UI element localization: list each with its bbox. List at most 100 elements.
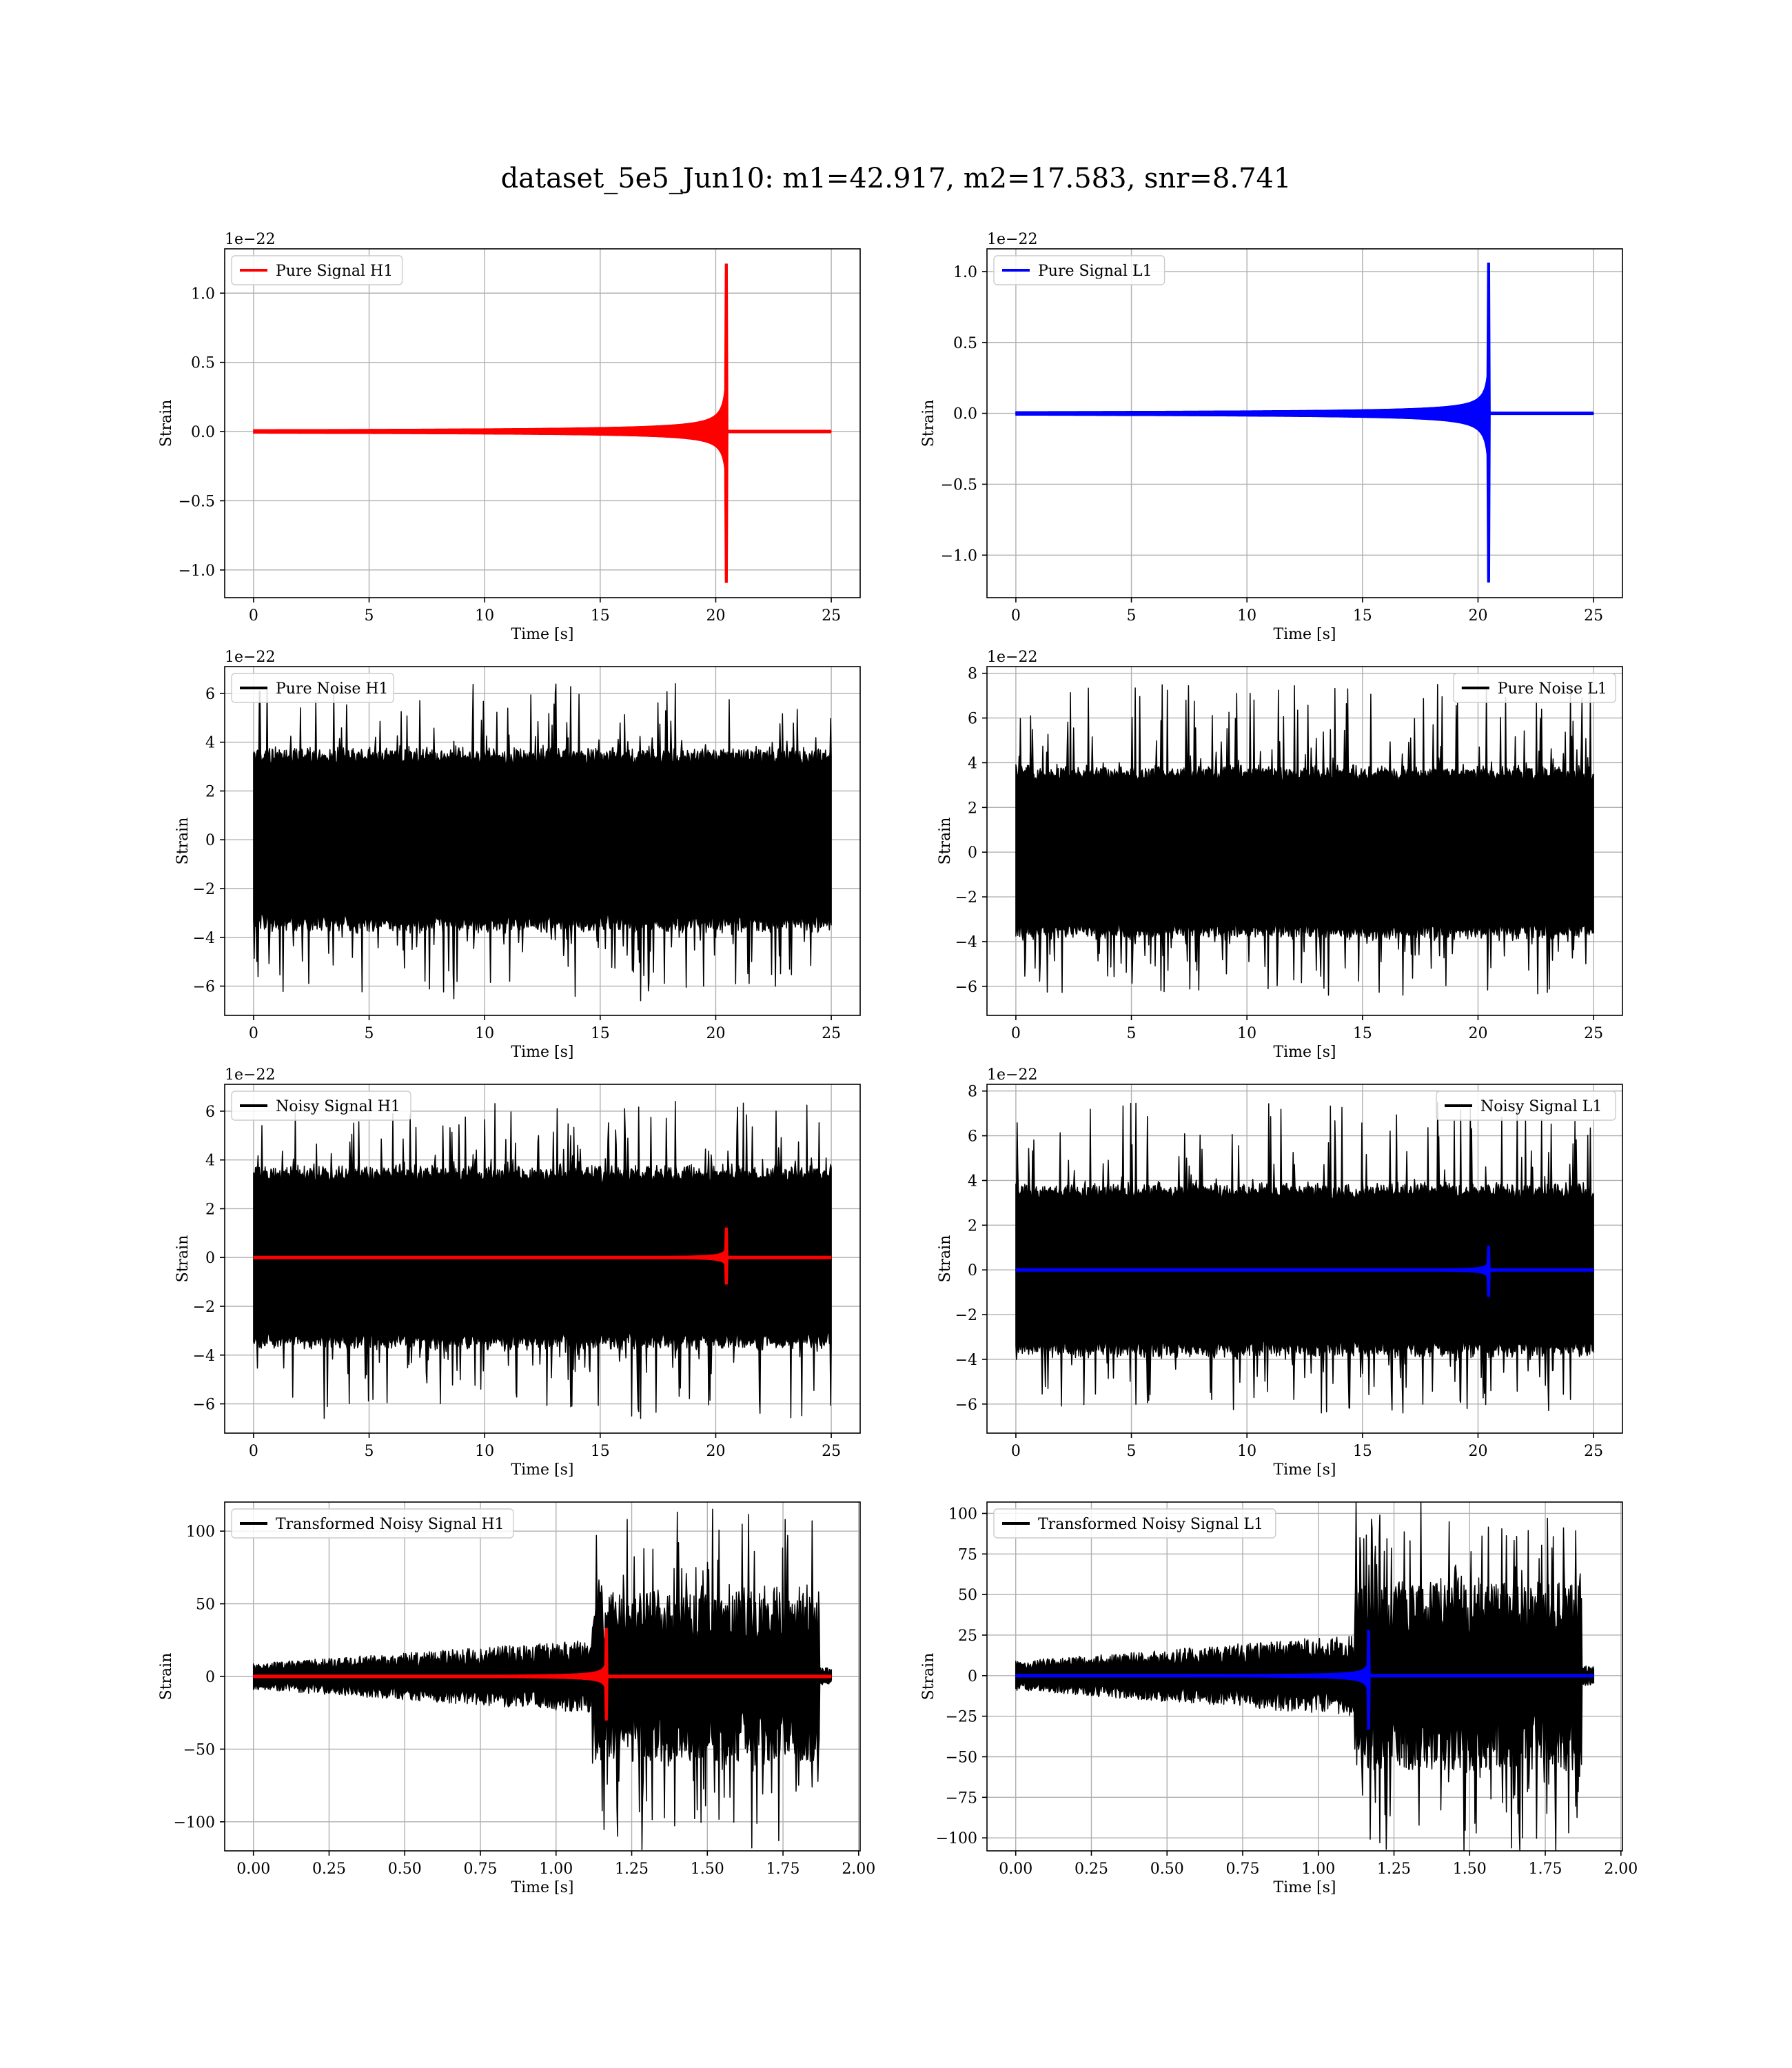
y-tick-label: 50	[196, 1596, 215, 1614]
y-tick-label: −1.0	[941, 547, 977, 565]
legend-box	[1453, 673, 1616, 703]
x-axis-label: Time [s]	[511, 1879, 573, 1896]
y-tick-label: −6	[193, 1397, 215, 1414]
plot-area	[253, 263, 832, 583]
x-tick-label: 10	[475, 607, 494, 625]
y-tick-label: −25	[946, 1709, 977, 1726]
y-tick-label: 1.0	[953, 264, 977, 281]
y-tick-label: −4	[193, 930, 215, 947]
x-tick-label: 20	[706, 1443, 725, 1460]
axes-frame	[224, 1084, 861, 1434]
x-tick-label: 15	[591, 1025, 610, 1042]
legend-box	[993, 1508, 1276, 1539]
y-axis-label: Strain	[174, 818, 192, 865]
x-tick-label: 20	[706, 1025, 725, 1042]
x-tick-label: 0	[249, 607, 258, 625]
x-tick-label: 15	[1353, 1443, 1372, 1460]
x-tick-label: 10	[1237, 1443, 1256, 1460]
y-tick-label: 50	[958, 1587, 977, 1604]
x-tick-label: 5	[365, 607, 374, 625]
y-tick-label: 0	[205, 1250, 215, 1267]
x-tick-label: 1.50	[691, 1861, 724, 1878]
axes-frame	[224, 248, 861, 598]
legend-box	[231, 1508, 514, 1539]
y-axis-label: Strain	[920, 1653, 937, 1701]
y-tick-label: −4	[193, 1348, 215, 1365]
y-tick-label: 8	[968, 1084, 977, 1101]
plot-area	[1015, 1102, 1594, 1414]
subplot-transformed-noisy-signal-l1: 0.00 0.25 0.50 0.75 1.00 1.25 1.50 1.75 2.00 −100…	[920, 1501, 1638, 1896]
axes-frame	[986, 1084, 1623, 1434]
y-tick-label: 75	[958, 1546, 977, 1563]
x-tick-label: 0.00	[236, 1861, 270, 1878]
y-tick-label: 4	[968, 1173, 977, 1190]
y-tick-label: −2	[955, 889, 977, 906]
legend: Noisy Signal H1	[231, 1091, 411, 1121]
y-tick-label: −6	[193, 979, 215, 996]
x-tick-label: 5	[1127, 1443, 1137, 1460]
legend-label: Transformed Noisy Signal L1	[1038, 1516, 1263, 1533]
y-axis-label: Strain	[158, 1653, 175, 1701]
x-axis-label: Time [s]	[511, 1461, 573, 1479]
x-axis-label: Time [s]	[511, 626, 573, 643]
subplot-pure-signal-h1: 0 5 10 15 20 25 −1.0 −0.5 0.0 0.5 1.0 Time [s] Strai…	[158, 231, 861, 643]
x-tick-label: 0.50	[388, 1861, 422, 1878]
series-pure-noise-l1	[1015, 684, 1594, 996]
x-tick-label: 1.25	[615, 1861, 649, 1878]
y-axis-label: Strain	[937, 1235, 954, 1283]
plot-area	[1015, 684, 1594, 996]
series-pure-noise-h1	[253, 683, 832, 1002]
y-tick-label: 0.0	[953, 406, 977, 423]
subplot-pure-noise-l1: 0 5 10 15 20 25 −6 −4 −2 0 2 4 6 8 Time [s] Strain 1e−22…	[937, 649, 1623, 1061]
legend: Pure Noise L1	[1453, 673, 1616, 703]
x-tick-label: 0	[1011, 1443, 1021, 1460]
subplot-noisy-signal-l1: 0 5 10 15 20 25 −6 −4 −2 0 2 4 6 8 Time [s] Strain 1e−22…	[937, 1066, 1623, 1479]
x-tick-label: 1.75	[1529, 1861, 1562, 1878]
x-tick-label: 20	[706, 607, 725, 625]
plot-area	[253, 683, 832, 1002]
y-axis-label: Strain	[174, 1235, 192, 1283]
series-transformed-noisy-signal-h1	[252, 1508, 833, 1851]
x-tick-label: 5	[1127, 1025, 1137, 1042]
x-tick-label: 0.25	[1075, 1861, 1108, 1878]
y-tick-label: 25	[958, 1628, 977, 1645]
legend-label: Pure Signal L1	[1038, 263, 1152, 280]
y-tick-label: 6	[205, 686, 215, 703]
x-axis-label: Time [s]	[1273, 626, 1336, 643]
legend-label: Noisy Signal H1	[276, 1098, 400, 1115]
x-tick-label: 20	[1468, 1443, 1487, 1460]
x-tick-label: 0	[249, 1025, 258, 1042]
x-tick-label: 0.50	[1150, 1861, 1184, 1878]
axes-frame	[986, 666, 1623, 1016]
y-tick-label: 2	[205, 1201, 215, 1218]
y-tick-label: −50	[946, 1749, 977, 1766]
y-tick-label: −6	[955, 979, 977, 996]
x-tick-label: 25	[822, 1025, 841, 1042]
y-tick-label: 6	[205, 1104, 215, 1121]
x-tick-label: 2.00	[842, 1861, 875, 1878]
x-tick-label: 15	[1353, 1025, 1372, 1042]
y-tick-label: −2	[193, 1299, 215, 1316]
y-tick-label: 6	[968, 711, 977, 728]
y-offset-text: 1e−22	[225, 231, 275, 248]
y-offset-text: 1e−22	[987, 1066, 1037, 1084]
y-tick-label: −6	[955, 1397, 977, 1414]
x-tick-label: 25	[1584, 1025, 1603, 1042]
plot-area	[1015, 1502, 1595, 1851]
y-axis-label: Strain	[937, 818, 954, 865]
y-tick-label: 2	[205, 783, 215, 800]
x-tick-label: 10	[475, 1443, 494, 1460]
x-tick-label: 0.75	[1226, 1861, 1260, 1878]
legend: Noisy Signal L1	[1436, 1091, 1616, 1121]
x-tick-label: 0.75	[464, 1861, 498, 1878]
x-axis-label: Time [s]	[1273, 1044, 1336, 1061]
x-tick-label: 2.00	[1604, 1861, 1638, 1878]
x-tick-label: 15	[591, 607, 610, 625]
y-tick-label: −4	[955, 934, 977, 951]
legend-box	[231, 255, 403, 285]
legend-label: Pure Noise L1	[1498, 680, 1607, 698]
x-axis-label: Time [s]	[1273, 1461, 1336, 1479]
y-offset-text: 1e−22	[225, 649, 275, 666]
